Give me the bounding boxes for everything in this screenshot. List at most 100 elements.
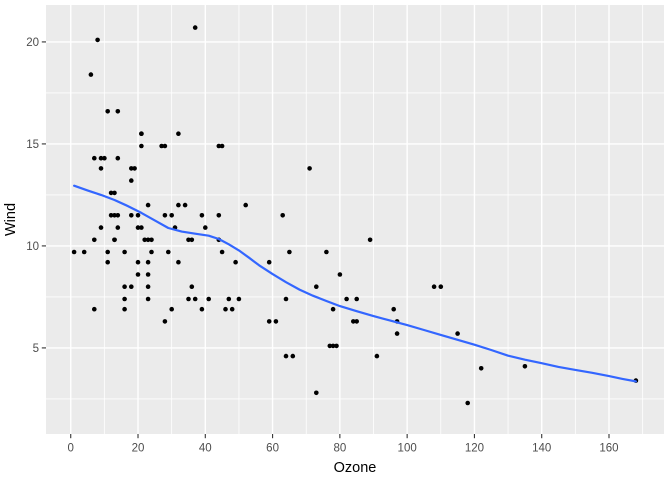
data-point (216, 213, 222, 218)
x-tick-label: 0 (68, 443, 74, 455)
y-tick-label: 10 (26, 241, 39, 253)
x-tick-label: 80 (333, 443, 346, 455)
gridlines (46, 5, 664, 434)
data-point (135, 225, 141, 230)
data-point (139, 143, 144, 149)
x-tick-label: 100 (398, 443, 417, 455)
data-point (189, 284, 195, 290)
data-point (129, 166, 134, 171)
data-point (88, 72, 94, 77)
data-point (290, 353, 296, 359)
data-point (273, 319, 279, 324)
data-point (98, 166, 104, 171)
data-point (115, 109, 121, 114)
data-point (314, 390, 319, 396)
data-point (351, 319, 356, 324)
data-point (199, 213, 205, 218)
data-point (95, 37, 100, 43)
data-point (233, 259, 238, 265)
x-tick-label: 20 (132, 443, 145, 455)
data-point (169, 213, 174, 218)
data-point (129, 213, 134, 218)
data-point (112, 213, 117, 218)
data-point (122, 296, 127, 302)
x-axis-title: Ozone (334, 460, 377, 476)
data-point (283, 353, 289, 359)
x-tick-label: 40 (199, 443, 212, 455)
data-point (122, 306, 127, 312)
data-point (135, 213, 141, 218)
data-point (71, 249, 77, 255)
data-point (431, 284, 437, 290)
data-point (112, 237, 117, 243)
data-point (243, 202, 248, 208)
data-point (219, 143, 225, 149)
data-point (367, 237, 373, 243)
data-point (307, 166, 312, 171)
data-point (192, 296, 198, 302)
data-point (149, 249, 154, 255)
data-point (81, 249, 87, 255)
panel-background (46, 5, 664, 434)
y-tick-label: 15 (26, 139, 39, 151)
data-point (145, 202, 151, 208)
data-point (112, 190, 117, 196)
axes: 0 20 40 60 80 100 120 140 160 5 10 15 20 (26, 37, 618, 455)
data-point (334, 343, 339, 349)
data-point (192, 25, 198, 30)
data-point (129, 284, 134, 290)
data-point (145, 296, 151, 302)
data-point (115, 225, 121, 230)
data-point (162, 213, 168, 218)
data-point (206, 296, 211, 302)
data-point (139, 131, 144, 136)
data-point (162, 143, 168, 149)
data-point (226, 296, 232, 302)
data-point (283, 296, 289, 302)
data-point (374, 353, 380, 359)
data-point (223, 306, 228, 312)
data-point (92, 155, 97, 161)
data-point (108, 213, 114, 218)
data-point (330, 306, 336, 312)
data-point (115, 155, 121, 161)
data-point (455, 331, 460, 336)
smooth-line-path (73, 184, 637, 383)
y-tick-label: 5 (33, 343, 39, 355)
data-point (186, 237, 191, 243)
data-point (280, 213, 286, 218)
y-tick-label: 20 (26, 37, 39, 49)
data-point (199, 306, 205, 312)
data-point (354, 296, 360, 302)
data-point (105, 109, 110, 114)
data-point (115, 213, 121, 218)
x-tick-label: 60 (266, 443, 279, 455)
data-point (522, 364, 528, 369)
x-tick-label: 140 (532, 443, 551, 455)
data-point (324, 249, 329, 255)
plot-panel (46, 5, 664, 434)
data-point (135, 259, 141, 265)
data-point (142, 237, 147, 243)
data-point (219, 249, 225, 255)
data-point (145, 237, 151, 243)
data-point (135, 272, 141, 277)
data-point (182, 202, 188, 208)
data-point (266, 259, 272, 265)
data-point (176, 131, 181, 136)
data-point (145, 259, 151, 265)
data-point (337, 272, 343, 277)
data-point (145, 284, 151, 290)
data-point (189, 237, 195, 243)
data-point (105, 249, 110, 255)
data-point (186, 296, 191, 302)
x-tick-label: 120 (465, 443, 484, 455)
data-point (330, 343, 336, 349)
data-point (327, 343, 333, 349)
data-point (236, 296, 242, 302)
x-tick-label: 160 (599, 443, 618, 455)
data-point (132, 166, 137, 171)
data-point (102, 155, 107, 161)
